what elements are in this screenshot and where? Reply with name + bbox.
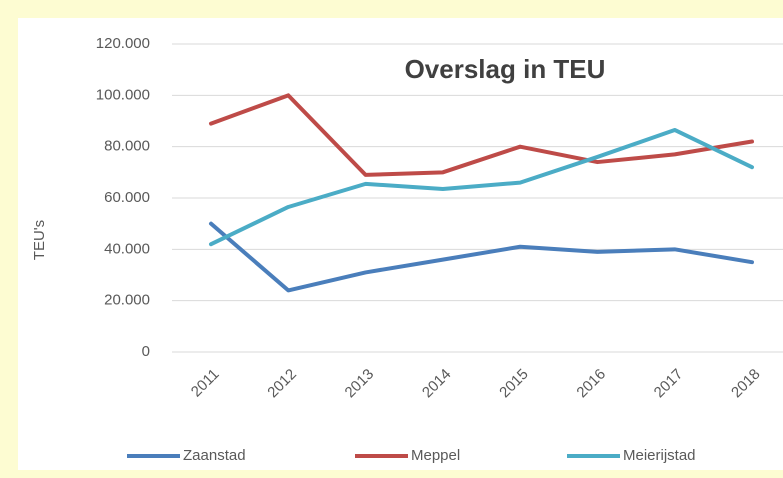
chart-area bbox=[18, 18, 783, 470]
y-axis-label: TEU's bbox=[31, 220, 48, 260]
y-tick-label: 100.000 bbox=[96, 86, 150, 103]
y-tick-label: 120.000 bbox=[96, 35, 150, 52]
y-tick-label: 60.000 bbox=[104, 189, 150, 206]
y-tick-label: 20.000 bbox=[104, 292, 150, 309]
y-tick-label: 40.000 bbox=[104, 240, 150, 257]
line-series bbox=[209, 221, 754, 293]
line-series bbox=[209, 93, 754, 177]
legend-label: Zaanstad bbox=[183, 447, 246, 464]
line-series bbox=[209, 127, 754, 247]
chart-title: Overslag in TEU bbox=[405, 54, 606, 84]
legend-label: Meppel bbox=[411, 447, 460, 464]
y-tick-label: 80.000 bbox=[104, 138, 150, 155]
y-tick-label: 0 bbox=[142, 343, 150, 360]
legend-label: Meierijstad bbox=[623, 447, 696, 464]
